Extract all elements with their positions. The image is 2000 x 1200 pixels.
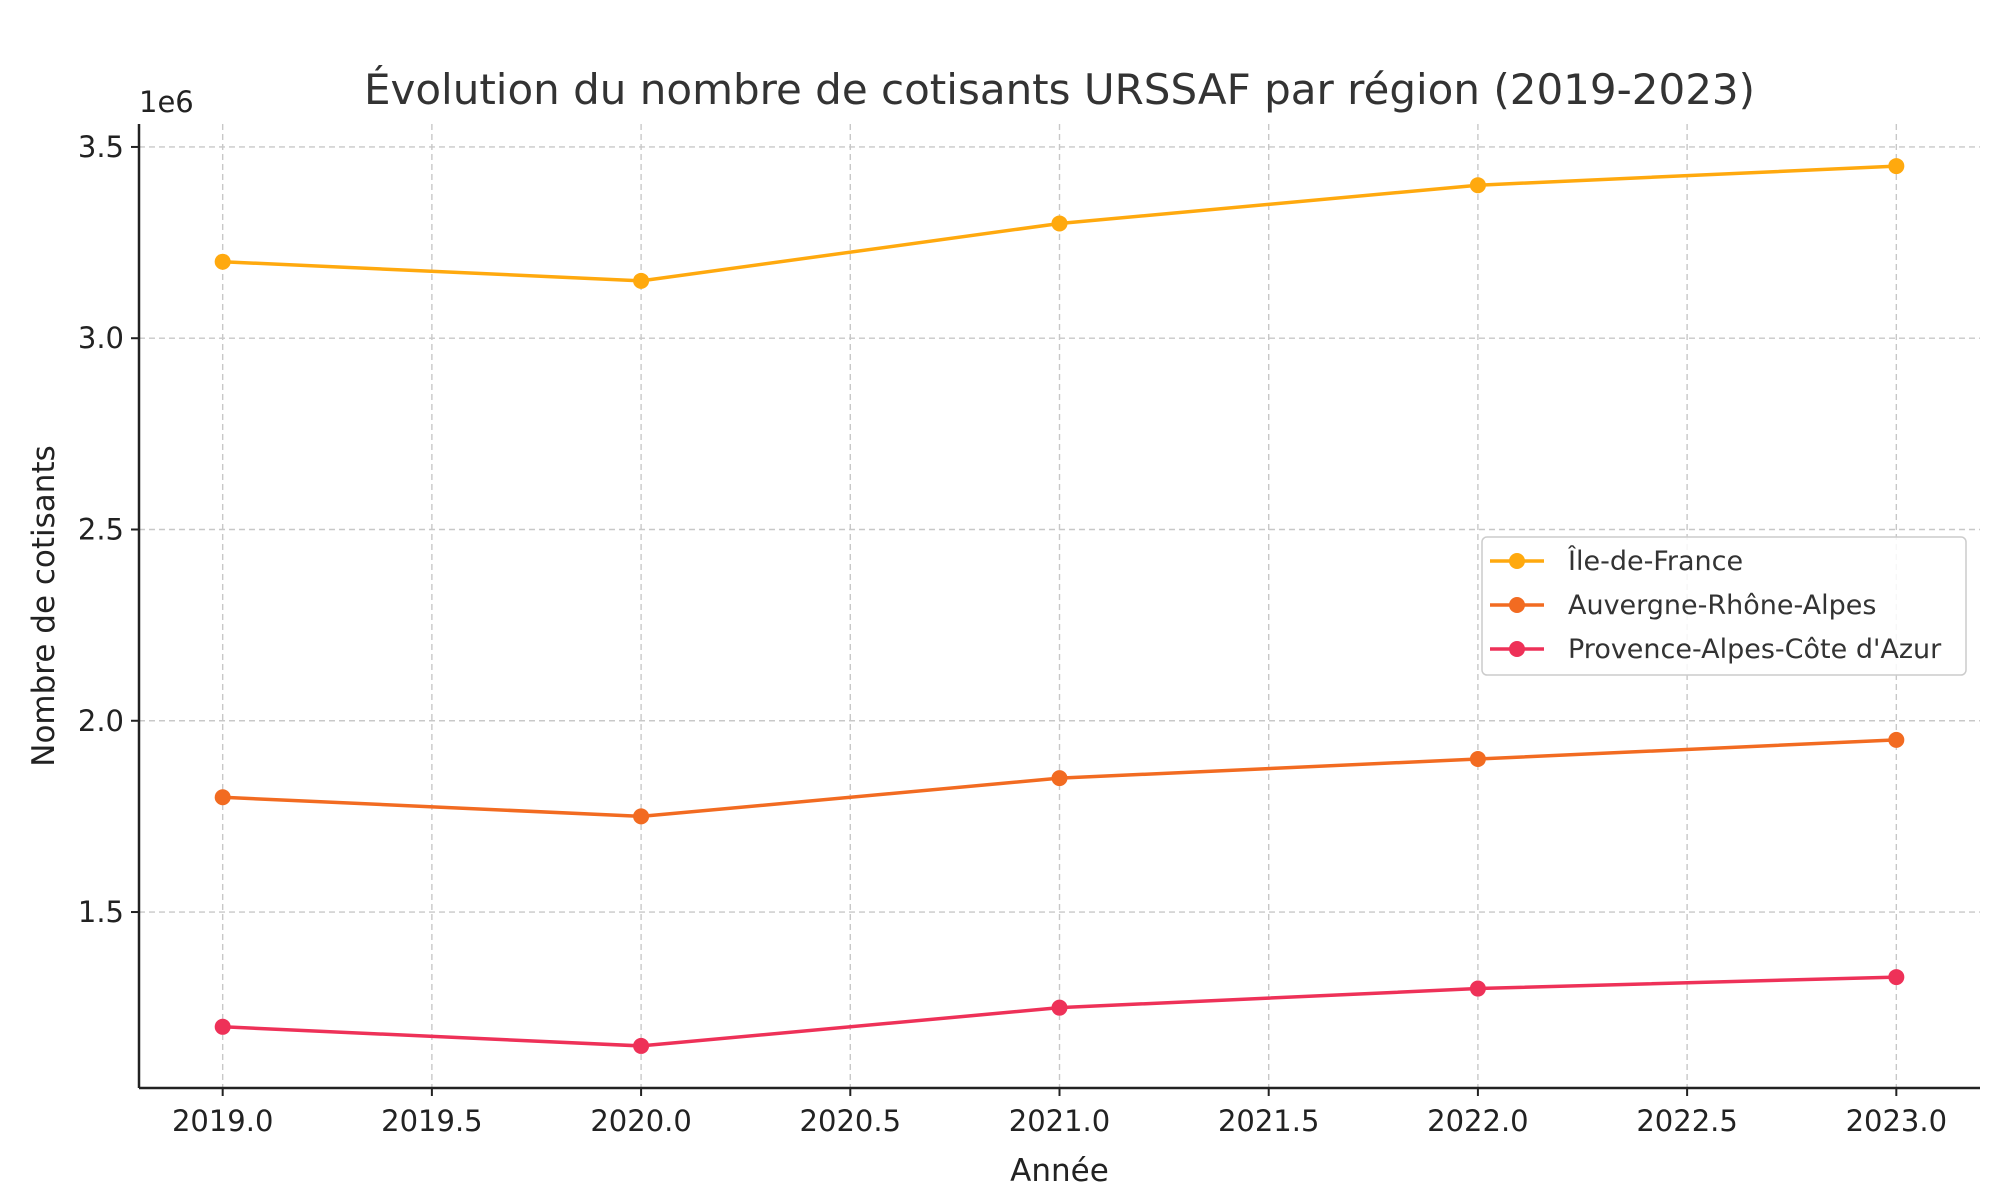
legend: Île-de-France Auvergne-Rhône-Alpes Provenc… bbox=[1481, 536, 1967, 676]
data-point bbox=[1469, 980, 1486, 997]
data-point bbox=[214, 253, 231, 270]
data-point bbox=[1888, 158, 1905, 175]
series-1 bbox=[214, 158, 1905, 289]
chart-title: Évolution du nombre de cotisants URSSAF … bbox=[364, 64, 1755, 114]
legend-marker bbox=[1509, 597, 1525, 613]
data-point bbox=[1469, 177, 1486, 194]
x-tick-label: 2021.0 bbox=[1009, 1104, 1110, 1138]
data-point bbox=[1051, 215, 1068, 232]
legend-label: Auvergne-Rhône-Alpes bbox=[1568, 590, 1876, 621]
y-axis-offset-label: 1e6 bbox=[139, 85, 194, 119]
legend-item: Provence-Alpes-Côte d'Azur bbox=[1490, 634, 1942, 665]
x-tick-label: 2022.0 bbox=[1427, 1104, 1528, 1138]
x-tick-label: 2019.0 bbox=[172, 1104, 273, 1138]
y-tick-label: 3.0 bbox=[78, 321, 124, 355]
y-tick-label: 1.5 bbox=[78, 895, 124, 929]
data-point bbox=[1469, 751, 1486, 768]
legend-label: Provence-Alpes-Côte d'Azur bbox=[1568, 634, 1942, 665]
data-point bbox=[1888, 969, 1905, 986]
data-point bbox=[633, 808, 650, 825]
data-point bbox=[633, 272, 650, 289]
legend-marker bbox=[1509, 641, 1525, 657]
x-tick-label: 2022.5 bbox=[1636, 1104, 1737, 1138]
tick-marks: 2019.0 2019.5 2020.0 2020.5 2021.0 2021.5 2022… bbox=[78, 130, 1947, 1138]
x-tick-label: 2019.5 bbox=[381, 1104, 482, 1138]
y-axis-label: Nombre de cotisants bbox=[26, 445, 62, 767]
x-tick-label: 2023.0 bbox=[1846, 1104, 1947, 1138]
y-tick-label: 2.5 bbox=[78, 512, 124, 546]
x-tick-label: 2021.5 bbox=[1218, 1104, 1319, 1138]
legend-item: Île-de-France bbox=[1490, 545, 1743, 577]
x-axis-label: Année bbox=[1010, 1153, 1109, 1189]
data-point bbox=[1051, 770, 1068, 787]
y-tick-label: 3.5 bbox=[78, 130, 124, 164]
data-point bbox=[1051, 999, 1068, 1016]
x-tick-label: 2020.0 bbox=[590, 1104, 691, 1138]
series-2 bbox=[214, 731, 1905, 825]
data-point bbox=[214, 1018, 231, 1035]
x-tick-label: 2020.5 bbox=[800, 1104, 901, 1138]
legend-item: Auvergne-Rhône-Alpes bbox=[1490, 590, 1876, 621]
series-3 bbox=[214, 969, 1905, 1054]
legend-frame bbox=[1481, 536, 1967, 676]
data-point bbox=[1888, 731, 1905, 748]
data-series bbox=[214, 158, 1905, 1054]
data-point bbox=[214, 789, 231, 806]
data-point bbox=[633, 1037, 650, 1054]
legend-marker bbox=[1509, 553, 1525, 569]
legend-label: Île-de-France bbox=[1567, 545, 1743, 577]
y-tick-label: 2.0 bbox=[78, 704, 124, 738]
